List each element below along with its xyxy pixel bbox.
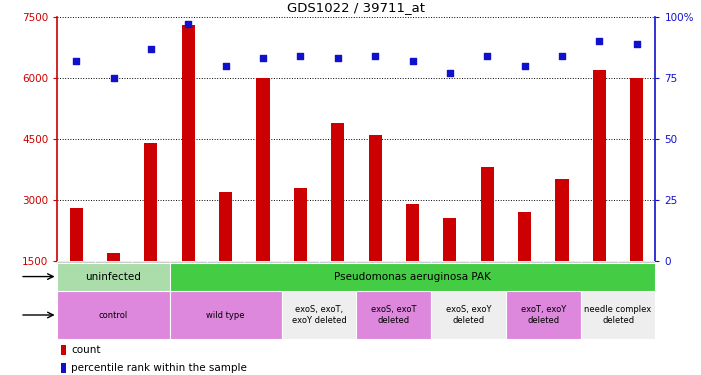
Text: GSM24789: GSM24789 — [483, 264, 492, 313]
Point — [519, 63, 530, 69]
Bar — [357, 261, 394, 334]
Bar — [630, 78, 644, 261]
Text: percentile rank within the sample: percentile rank within the sample — [72, 363, 247, 373]
Bar — [257, 78, 270, 261]
Text: GSM24793: GSM24793 — [632, 264, 641, 313]
Text: uninfected: uninfected — [86, 272, 142, 282]
Bar — [57, 262, 170, 291]
Bar — [555, 179, 569, 261]
Text: exoT, exoY
deleted: exoT, exoY deleted — [521, 305, 566, 325]
Point — [183, 21, 194, 27]
Bar — [394, 261, 431, 334]
Bar — [506, 291, 580, 339]
Bar — [294, 188, 307, 261]
Bar — [468, 261, 506, 334]
Bar — [481, 167, 494, 261]
Bar — [57, 261, 95, 334]
Text: GSM24744: GSM24744 — [221, 264, 230, 313]
Bar — [170, 262, 655, 291]
Text: exoS, exoT
deleted: exoS, exoT deleted — [371, 305, 416, 325]
Bar — [580, 261, 618, 334]
Point — [145, 46, 156, 52]
Bar — [57, 291, 170, 339]
Point — [220, 63, 231, 69]
Bar — [506, 261, 543, 334]
Text: GSM24790: GSM24790 — [520, 264, 529, 313]
Point — [482, 53, 493, 59]
Bar — [282, 261, 319, 334]
Bar — [332, 123, 344, 261]
Bar — [431, 291, 506, 339]
Text: GSM24787: GSM24787 — [408, 264, 417, 313]
Bar — [518, 212, 531, 261]
Point — [444, 70, 456, 76]
Bar — [357, 291, 431, 339]
Point — [71, 58, 82, 64]
Bar — [431, 261, 468, 334]
Text: GSM24743: GSM24743 — [184, 264, 193, 313]
Bar — [580, 291, 655, 339]
Bar — [443, 218, 456, 261]
Text: GSM24740: GSM24740 — [72, 264, 81, 313]
Text: count: count — [72, 345, 101, 355]
Text: needle complex
deleted: needle complex deleted — [585, 305, 652, 325]
Point — [295, 53, 306, 59]
Bar — [207, 261, 245, 334]
Text: GSM24788: GSM24788 — [445, 264, 454, 313]
Bar — [61, 363, 67, 373]
Bar — [61, 345, 67, 355]
Bar — [282, 291, 357, 339]
Point — [407, 58, 418, 64]
Point — [108, 75, 119, 81]
Bar — [369, 135, 381, 261]
Bar — [144, 143, 158, 261]
Bar — [543, 261, 580, 334]
Text: exoS, exoY
deleted: exoS, exoY deleted — [446, 305, 491, 325]
Bar — [95, 261, 132, 334]
Text: exoS, exoT,
exoY deleted: exoS, exoT, exoY deleted — [292, 305, 346, 325]
Point — [257, 56, 268, 62]
Text: GSM24745: GSM24745 — [259, 264, 268, 313]
Text: GSM24792: GSM24792 — [595, 264, 604, 313]
Bar — [132, 261, 170, 334]
Point — [332, 56, 343, 62]
Bar — [182, 25, 195, 261]
Bar — [170, 291, 282, 339]
Point — [557, 53, 568, 59]
Point — [631, 41, 642, 47]
Bar — [107, 252, 120, 261]
Point — [594, 38, 605, 44]
Title: GDS1022 / 39711_at: GDS1022 / 39711_at — [287, 2, 426, 14]
Text: Pseudomonas aeruginosa PAK: Pseudomonas aeruginosa PAK — [334, 272, 491, 282]
Text: GSM24786: GSM24786 — [371, 264, 380, 313]
Bar — [219, 192, 232, 261]
Text: GSM24785: GSM24785 — [333, 264, 342, 313]
Text: wild type: wild type — [206, 310, 245, 320]
Text: GSM24742: GSM24742 — [147, 264, 156, 313]
Bar — [618, 261, 655, 334]
Bar — [593, 70, 606, 261]
Bar — [319, 261, 356, 334]
Point — [369, 53, 381, 59]
Bar — [245, 261, 282, 334]
Bar — [69, 208, 83, 261]
Bar — [406, 204, 419, 261]
Text: GSM24741: GSM24741 — [109, 264, 118, 313]
Text: control: control — [99, 310, 128, 320]
Bar — [170, 261, 207, 334]
Text: GSM24791: GSM24791 — [557, 264, 566, 313]
Text: GSM24784: GSM24784 — [296, 264, 305, 313]
